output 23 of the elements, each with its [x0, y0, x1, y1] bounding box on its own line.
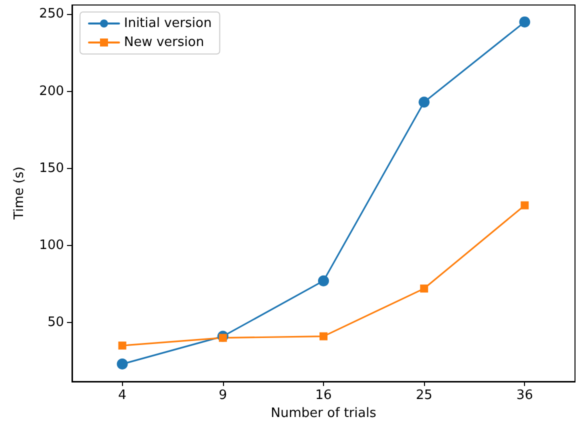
- point: [519, 16, 530, 28]
- y-tick-label: 100: [39, 238, 64, 253]
- x-tick-label: 36: [516, 388, 533, 403]
- x-tick-label: 25: [416, 388, 432, 403]
- point: [418, 96, 430, 108]
- legend-label: Initial version: [124, 16, 212, 31]
- x-tick-label: 4: [118, 388, 126, 403]
- y-tick-label: 250: [39, 6, 64, 22]
- point: [318, 275, 329, 286]
- x-axis-title: Number of trials: [270, 406, 376, 421]
- point: [118, 342, 126, 350]
- point: [116, 358, 128, 370]
- point: [420, 284, 428, 293]
- y-axis-title: Time (s): [12, 166, 27, 220]
- x-tick-label: 9: [218, 388, 228, 403]
- point: [218, 334, 227, 342]
- x-tick-label: 16: [315, 388, 332, 403]
- legend-label: New version: [124, 35, 204, 50]
- y-tick-label: 200: [39, 84, 64, 99]
- y-tick-label: 50: [47, 314, 64, 330]
- point: [520, 201, 529, 210]
- point: [320, 332, 328, 340]
- y-tick-label: 150: [39, 160, 64, 176]
